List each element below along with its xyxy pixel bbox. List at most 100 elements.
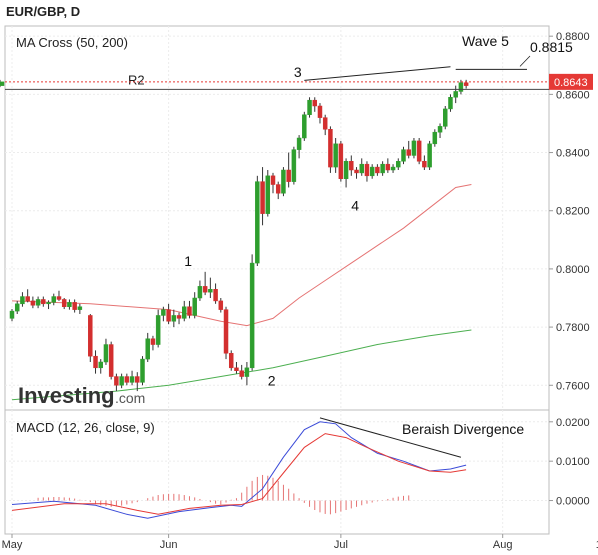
- candle: [114, 373, 119, 392]
- candle: [67, 299, 72, 310]
- candle-body: [192, 297, 197, 316]
- candle-body: [406, 149, 411, 156]
- candle: [380, 161, 385, 176]
- candle: [41, 296, 46, 307]
- candle: [213, 283, 218, 304]
- candle: [218, 298, 224, 313]
- macd-trendline: [319, 417, 462, 458]
- candle-body: [9, 310, 15, 319]
- price-tick-label: 0.8000: [556, 264, 590, 276]
- candle-body: [390, 166, 396, 171]
- candle: [187, 300, 192, 319]
- candle-body: [328, 129, 333, 168]
- candle-body: [182, 306, 187, 319]
- price-tick-label: 0.8400: [556, 148, 590, 160]
- candle: [443, 106, 448, 130]
- candle: [129, 370, 135, 386]
- candle: [448, 94, 453, 112]
- annotations: 1 2 3 4: [184, 64, 451, 388]
- candle: [161, 306, 166, 322]
- candle-body: [302, 114, 307, 139]
- price-levels: R2 0.8643 0.8815 Wave 5: [5, 33, 593, 90]
- candle-body: [14, 303, 20, 312]
- candle-body: [56, 296, 62, 300]
- candle-body: [401, 149, 406, 162]
- candle: [98, 359, 103, 374]
- candle-body: [312, 99, 318, 107]
- macd-indicator-label: MACD (12, 26, close, 9): [16, 420, 155, 435]
- logo-text: Investing: [18, 383, 115, 408]
- target-leader: [519, 55, 531, 67]
- candle-body: [260, 181, 265, 214]
- wave-label: 4: [351, 198, 359, 214]
- candle-body: [88, 315, 93, 357]
- candle-body: [291, 149, 297, 182]
- macd-series-line: [11, 421, 467, 519]
- investing-logo: Investing .com: [18, 383, 145, 408]
- candle-body: [41, 299, 46, 305]
- candle: [354, 167, 359, 179]
- macd-lines: Beraish Divergence: [11, 417, 524, 519]
- candle-body: [265, 175, 271, 214]
- candle-body: [228, 353, 234, 369]
- candles: [0, 79, 469, 392]
- candle: [328, 126, 333, 173]
- candle: [432, 129, 438, 147]
- candle: [93, 350, 98, 374]
- candle-body: [129, 376, 135, 383]
- candle: [396, 158, 401, 170]
- candle-body: [150, 338, 156, 345]
- candle-body: [411, 140, 417, 156]
- moving-average-line: [11, 329, 472, 401]
- candle: [390, 164, 396, 173]
- candle: [150, 335, 156, 351]
- wave5-label: Wave 5: [462, 33, 509, 49]
- candle: [9, 309, 15, 322]
- candle: [270, 172, 276, 194]
- candle-body: [72, 302, 77, 310]
- candle-body: [281, 169, 286, 194]
- candle-body: [98, 361, 103, 369]
- candle-body: [385, 163, 391, 171]
- candle: [51, 293, 57, 306]
- candle: [197, 280, 203, 301]
- chart-title: EUR/GBP, D: [6, 4, 81, 19]
- candle-body: [375, 166, 380, 174]
- candle-body: [35, 299, 41, 306]
- candle-body: [333, 143, 338, 168]
- candle-body: [77, 306, 83, 310]
- candle-body: [338, 143, 344, 179]
- candle-body: [46, 302, 51, 305]
- candle: [422, 155, 427, 170]
- price-tick-label: 0.7600: [556, 380, 590, 392]
- candle-body: [239, 370, 244, 377]
- r2-label: R2: [128, 72, 145, 87]
- candle-body: [359, 163, 364, 174]
- price-tick-label: 0.8600: [556, 89, 590, 101]
- candle-body: [416, 140, 422, 162]
- candle: [401, 146, 406, 165]
- candle-body: [286, 169, 291, 182]
- price-indicator-label: MA Cross (50, 200): [16, 35, 128, 50]
- price-axis: 0.8800 0.8600 0.8400 0.8200 0.8000 0.7800 0.76…: [549, 31, 590, 392]
- candle-body: [427, 143, 432, 168]
- candle: [369, 164, 375, 179]
- candle: [307, 97, 312, 118]
- candle-body: [437, 126, 443, 133]
- candle-body: [463, 82, 469, 86]
- macd-axis: 0.0200 0.0100 0.0000: [549, 417, 590, 508]
- wave-label: 1: [184, 253, 192, 269]
- candle: [208, 277, 213, 298]
- candle: [182, 300, 187, 322]
- candle-body: [119, 376, 124, 386]
- candle: [46, 300, 51, 310]
- candle: [228, 350, 234, 371]
- time-tick-label: May: [2, 539, 23, 551]
- candle: [364, 161, 370, 182]
- candle: [249, 254, 255, 371]
- moving-averages: [11, 184, 472, 401]
- candle-body: [155, 315, 161, 345]
- candle: [171, 309, 177, 328]
- candle-body: [317, 105, 323, 118]
- candle: [265, 170, 271, 217]
